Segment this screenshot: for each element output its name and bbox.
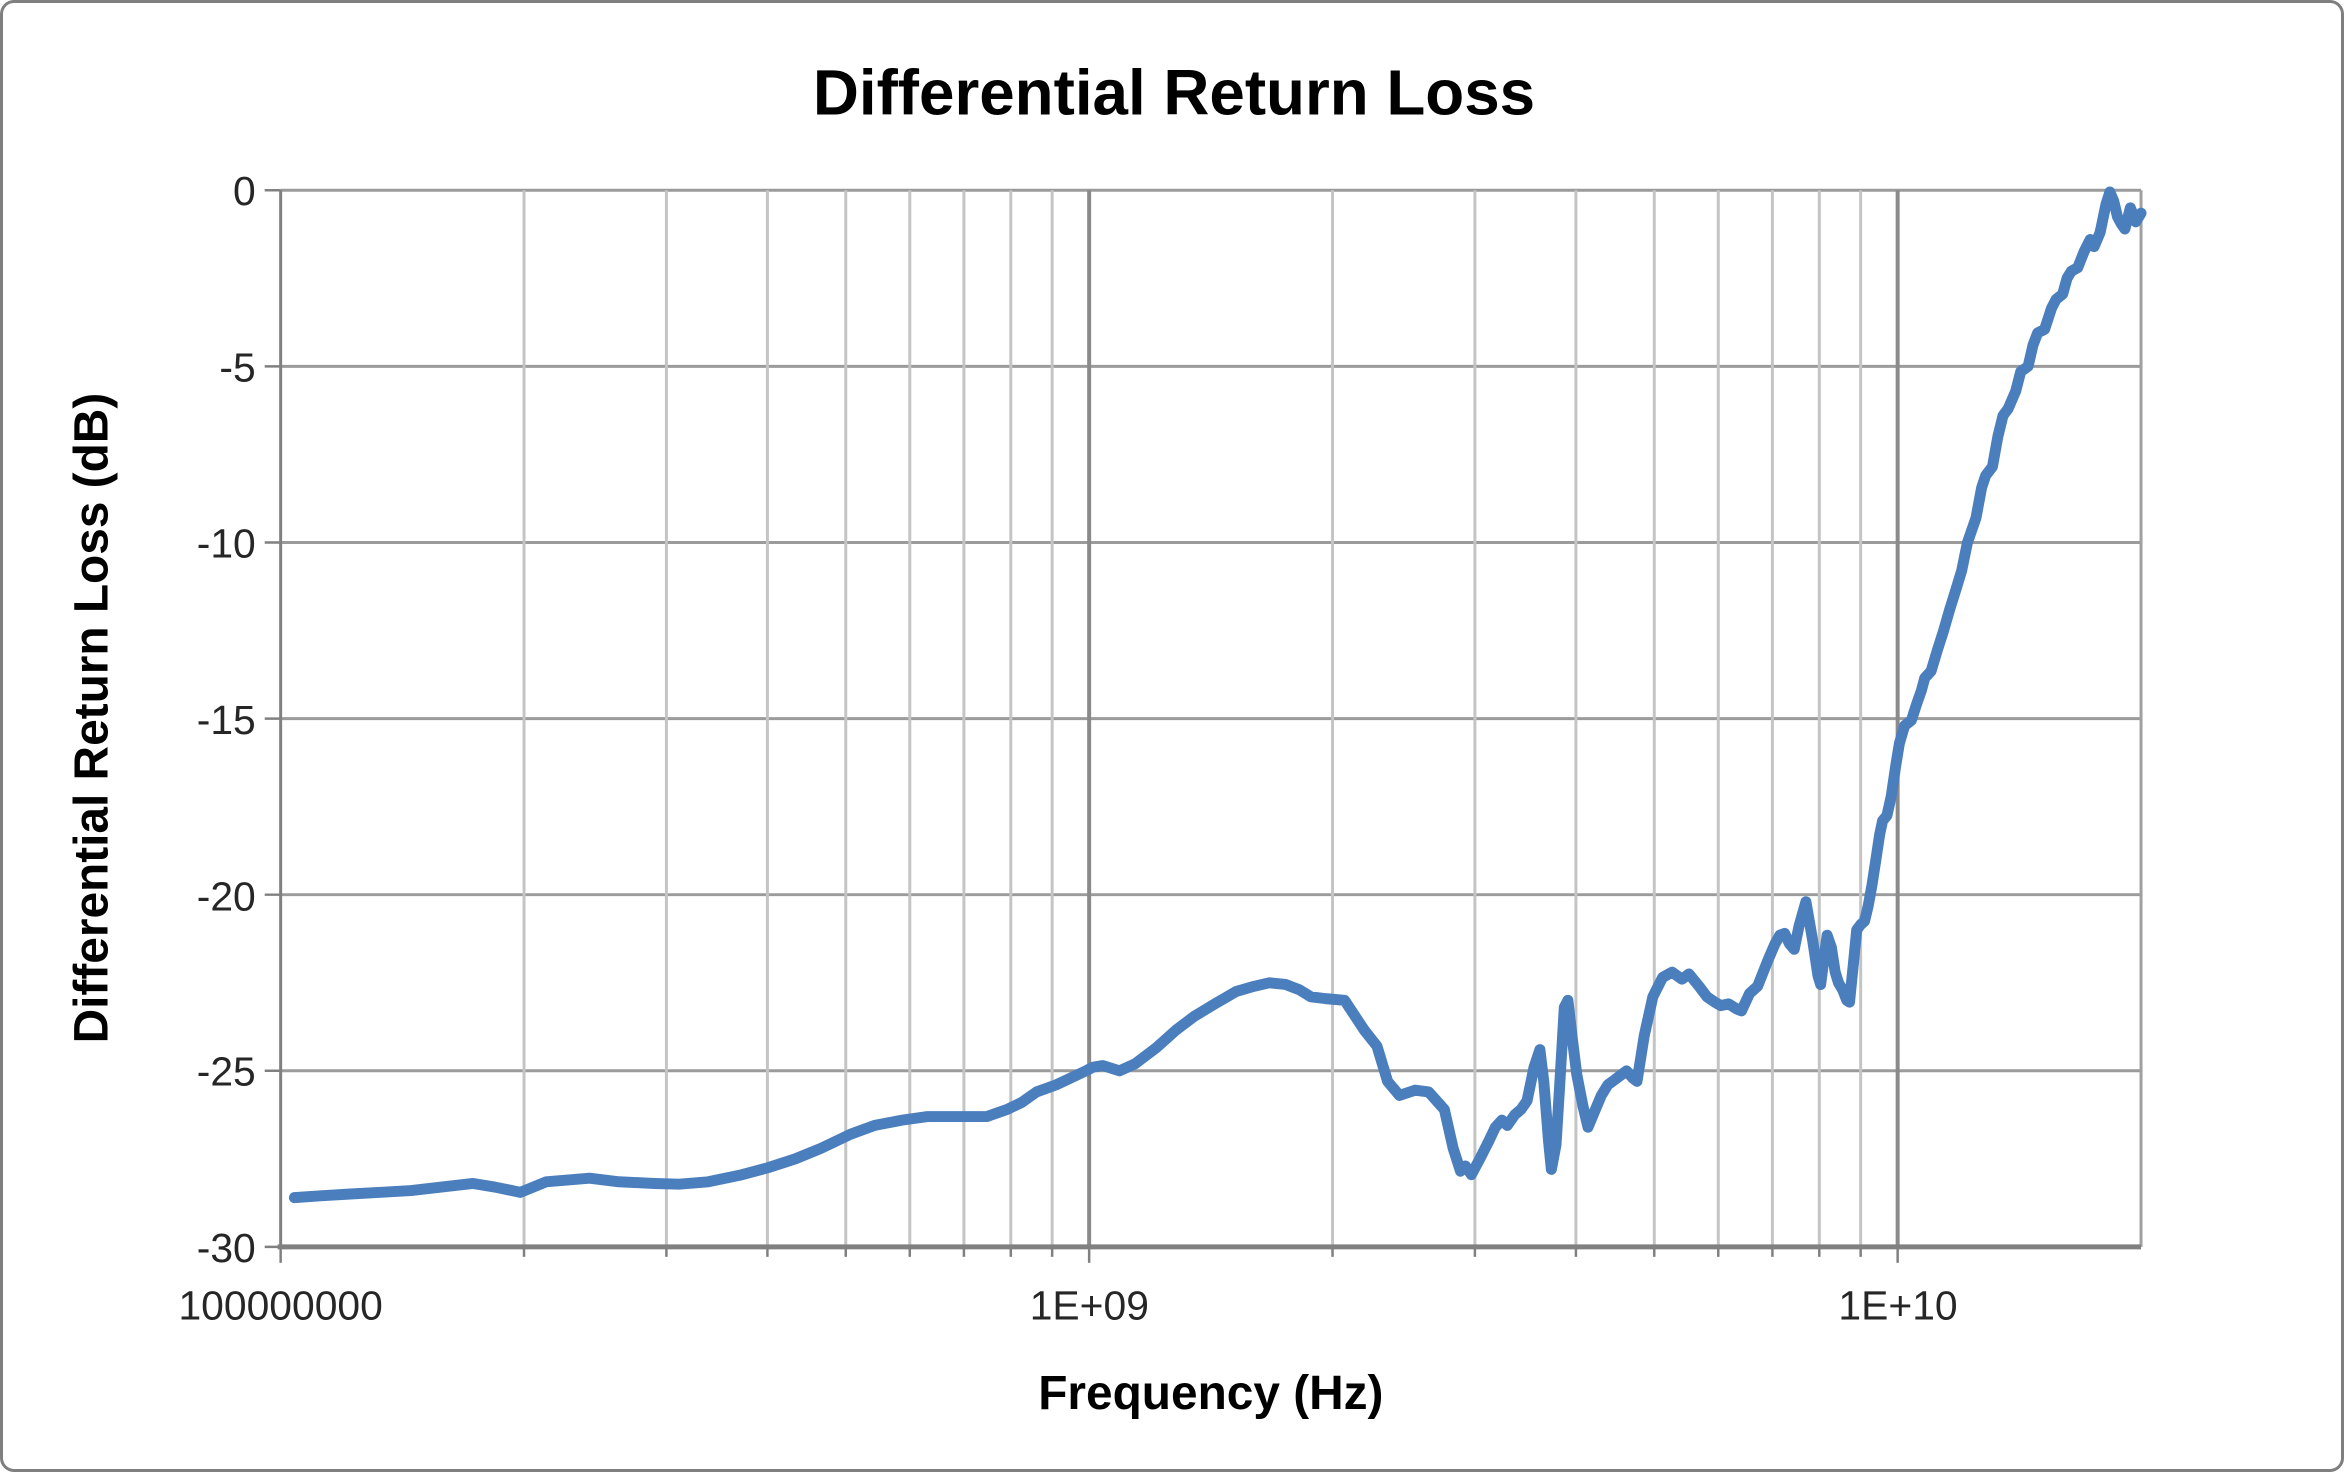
series-line xyxy=(288,186,2147,1204)
y-tick-label: 0 xyxy=(233,168,256,214)
series-polyline xyxy=(288,186,2147,1204)
y-tick-labels: 0 -5 -10 -15 -20 -25 -30 xyxy=(197,168,256,1271)
y-axis-title: Differential Return Loss (dB) xyxy=(65,393,118,1044)
x-tick-labels: 100000000 1E+09 1E+10 xyxy=(178,1283,1957,1329)
y-tick-label: -30 xyxy=(197,1225,256,1271)
gridlines-layer xyxy=(264,188,2143,1263)
x-tick-label: 100000000 xyxy=(178,1283,382,1329)
y-tick-label: -25 xyxy=(197,1049,256,1095)
x-tick-label: 1E+10 xyxy=(1838,1283,1957,1329)
y-tick-label: -10 xyxy=(197,521,256,567)
chart-canvas: Differential Return Loss Frequency (Hz) … xyxy=(65,57,2147,1420)
chart-title: Differential Return Loss xyxy=(813,57,1535,129)
x-axis-title: Frequency (Hz) xyxy=(1038,1367,1383,1420)
y-tick-label: -20 xyxy=(197,873,256,919)
y-tick-label: -15 xyxy=(197,697,256,743)
y-tick-label: -5 xyxy=(219,344,255,390)
x-tick-label: 1E+09 xyxy=(1030,1283,1149,1329)
